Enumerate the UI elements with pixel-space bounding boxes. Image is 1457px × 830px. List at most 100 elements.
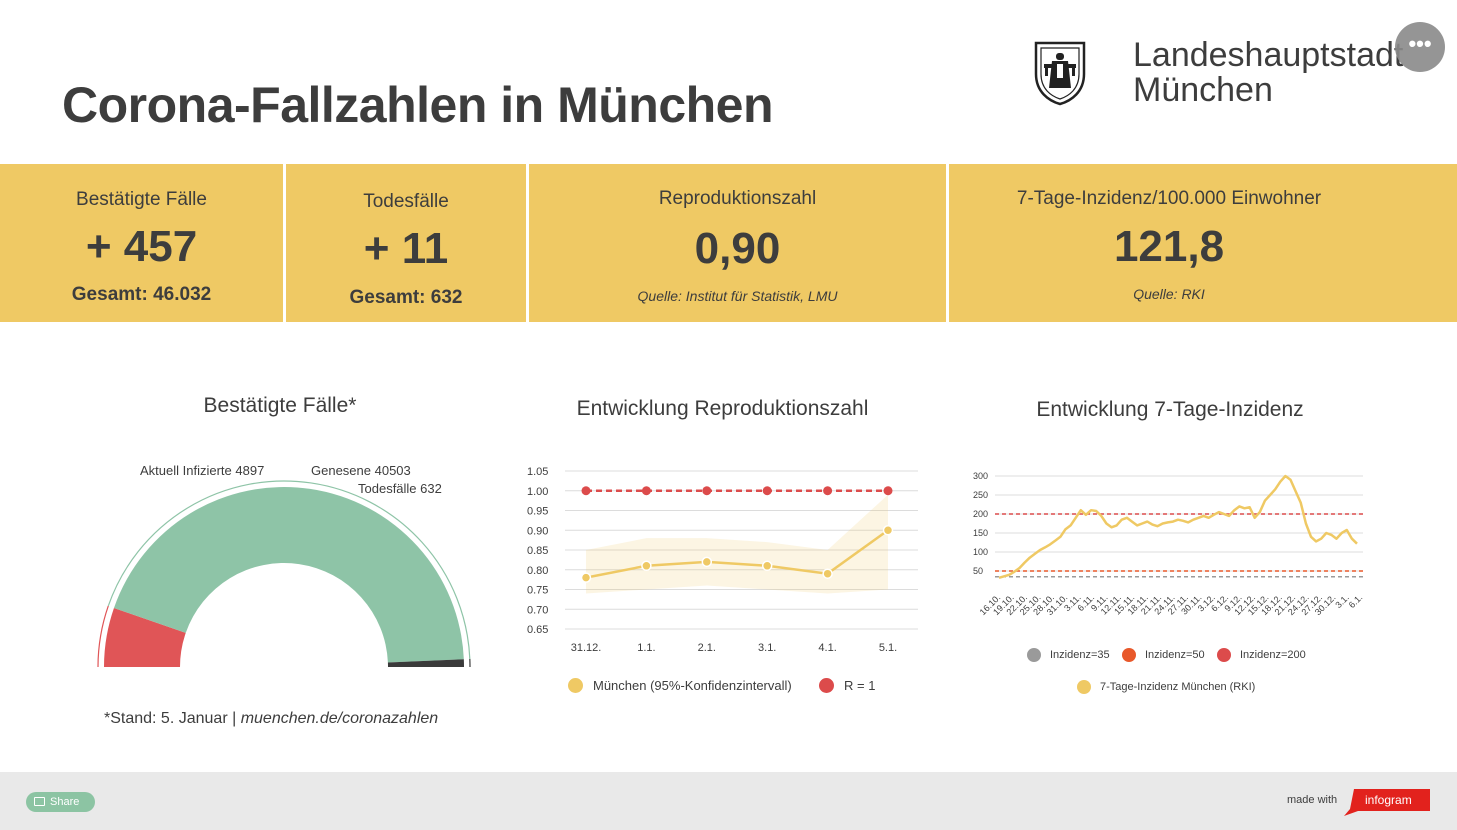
- made-with-label: made with: [1287, 794, 1338, 806]
- y-tick-label: 0.80: [527, 565, 548, 577]
- y-tick-label: 300: [973, 471, 988, 481]
- share-icon: [34, 797, 45, 806]
- legend-label: Inzidenz=50: [1145, 649, 1205, 661]
- r-munich-point: [580, 572, 592, 583]
- legend-item-incidence-200[interactable]: Inzidenz=200: [1217, 648, 1306, 662]
- kpi-source: Quelle: RKI: [1133, 286, 1205, 302]
- legend-dot: [1077, 680, 1091, 694]
- legend-item-r-equals-1[interactable]: R = 1: [819, 678, 875, 693]
- footnote: *Stand: 5. Januar | muenchen.de/coronaza…: [104, 710, 438, 728]
- donut-slice: [113, 487, 464, 663]
- footnote-link[interactable]: muenchen.de/coronazahlen: [240, 710, 439, 727]
- x-tick-label: 4.1.: [818, 642, 836, 654]
- y-tick-label: 0.70: [527, 604, 548, 616]
- legend-label: 7-Tage-Inzidenz München (RKI): [1100, 681, 1256, 693]
- kpi-total: Gesamt: 632: [349, 287, 463, 308]
- legend-item-incidence-35[interactable]: Inzidenz=35: [1027, 648, 1110, 662]
- kpi-divider: [946, 164, 949, 322]
- org-name: Landeshauptstadt München: [1133, 38, 1403, 108]
- legend-label: Inzidenz=35: [1050, 649, 1110, 661]
- kpi-band: [0, 164, 1457, 322]
- donut-label-deaths: Todesfälle 632: [358, 481, 442, 496]
- y-tick-label: 1.00: [527, 486, 548, 498]
- y-tick-label: 0.65: [527, 624, 548, 636]
- legend-dot: [1122, 648, 1136, 662]
- more-options-button[interactable]: •••: [1395, 22, 1445, 72]
- y-tick-label: 250: [973, 490, 988, 500]
- donut-label-infected: Aktuell Infizierte 4897: [140, 463, 264, 478]
- semi-donut-chart: Aktuell Infizierte 4897 Genesene 40503 T…: [97, 463, 471, 668]
- x-tick-label: 2.1.: [698, 642, 716, 654]
- r-munich-point: [882, 525, 894, 536]
- kpi-incidence: 7-Tage-Inzidenz/100.000 Einwohner 121,8 …: [949, 164, 1389, 322]
- y-tick-label: 1.05: [527, 466, 548, 478]
- r-munich-line: [585, 529, 889, 579]
- donut-label-arc: [97, 605, 109, 668]
- y-tick-label: 50: [973, 566, 983, 576]
- donut-label-recovered: Genesene 40503: [311, 463, 411, 478]
- donut-slice: [104, 607, 186, 667]
- kpi-value: + 457: [85, 222, 198, 271]
- y-tick-label: 100: [973, 547, 988, 557]
- y-tick-label: 0.90: [527, 525, 548, 537]
- share-label: Share: [50, 796, 80, 808]
- y-tick-label: 0.75: [527, 585, 548, 597]
- kpi-label: Todesfälle: [363, 191, 449, 212]
- share-button[interactable]: Share: [26, 792, 95, 812]
- r-munich-point: [822, 568, 833, 579]
- kpi-divider: [283, 164, 286, 322]
- kpi-confirmed-cases: Bestätigte Fälle + 457 Gesamt: 46.032: [0, 164, 283, 322]
- incidence-chart-title: Entwicklung 7-Tage-Inzidenz: [1036, 398, 1304, 421]
- x-tick-label: 6.1.: [1347, 592, 1365, 610]
- legend-dot: [568, 678, 583, 693]
- kpi-divider: [526, 164, 529, 322]
- kpi-label: Reproduktionszahl: [658, 188, 817, 209]
- donut-slice: [387, 659, 464, 667]
- x-tick-label: 3.1.: [758, 642, 776, 654]
- r-equals-1-point: [581, 486, 591, 496]
- infogram-logo-badge[interactable]: [1344, 789, 1430, 816]
- kpi-value: 121,8: [1113, 222, 1225, 271]
- legend-item-munich-r[interactable]: München (95%-Konfidenzintervall): [568, 678, 792, 693]
- legend-item-incidence-50[interactable]: Inzidenz=50: [1122, 648, 1205, 662]
- org-name-line2: München: [1133, 71, 1273, 109]
- r-equals-1-point: [762, 486, 772, 496]
- kpi-label: 7-Tage-Inzidenz/100.000 Einwohner: [1016, 188, 1322, 209]
- x-tick-label: 5.1.: [879, 642, 897, 654]
- munich-coat-of-arms-logo: [1034, 41, 1086, 106]
- kpi-total: Gesamt: 46.032: [71, 284, 212, 305]
- r-equals-1-point: [883, 486, 893, 496]
- incidence-line-chart: 3002502001501005016.10.19.10.22.10.25.10…: [973, 471, 1365, 617]
- confidence-band: [586, 494, 888, 594]
- kpi-source: Quelle: Institut für Statistik, LMU: [637, 288, 838, 304]
- infogram-brand: infogram: [1365, 793, 1412, 807]
- r-munich-point: [701, 556, 713, 568]
- r-equals-1-point: [823, 486, 833, 496]
- page-title: Corona-Fallzahlen in München: [62, 77, 774, 133]
- kpi-reproduction-number: Reproduktionszahl 0,90 Quelle: Institut …: [529, 164, 946, 322]
- legend-item-incidence-munich[interactable]: 7-Tage-Inzidenz München (RKI): [1077, 680, 1255, 694]
- legend-dot: [1027, 648, 1041, 662]
- footer-bar: [0, 772, 1457, 830]
- kpi-value: 0,90: [694, 224, 781, 273]
- x-tick-label: 31.12.: [571, 642, 602, 654]
- r-munich-point: [761, 560, 773, 572]
- x-tick-label: 1.1.: [637, 642, 655, 654]
- r-munich-point: [641, 560, 652, 572]
- legend-label: R = 1: [844, 678, 876, 693]
- reproduction-line-chart: 1.05 1.00 0.95 0.90 0.85 0.80 0.75 0.70 0.65 31.1…: [527, 466, 918, 654]
- kpi-label: Bestätigte Fälle: [76, 189, 207, 210]
- r-equals-1-point: [702, 486, 712, 496]
- y-tick-label: 0.95: [527, 506, 548, 518]
- legend-dot: [1217, 648, 1231, 662]
- legend-dot: [819, 678, 834, 693]
- y-tick-label: 200: [973, 509, 988, 519]
- kpi-deaths: Todesfälle + 11 Gesamt: 632: [286, 164, 526, 322]
- donut-chart-title: Bestätigte Fälle*: [203, 394, 357, 417]
- org-name-line1: Landeshauptstadt: [1133, 36, 1404, 74]
- footnote-stand: *Stand: 5. Januar |: [104, 710, 241, 727]
- donut-label-arc: [107, 480, 471, 660]
- y-tick-label: 150: [973, 528, 988, 538]
- legend-label: München (95%-Konfidenzintervall): [593, 678, 792, 693]
